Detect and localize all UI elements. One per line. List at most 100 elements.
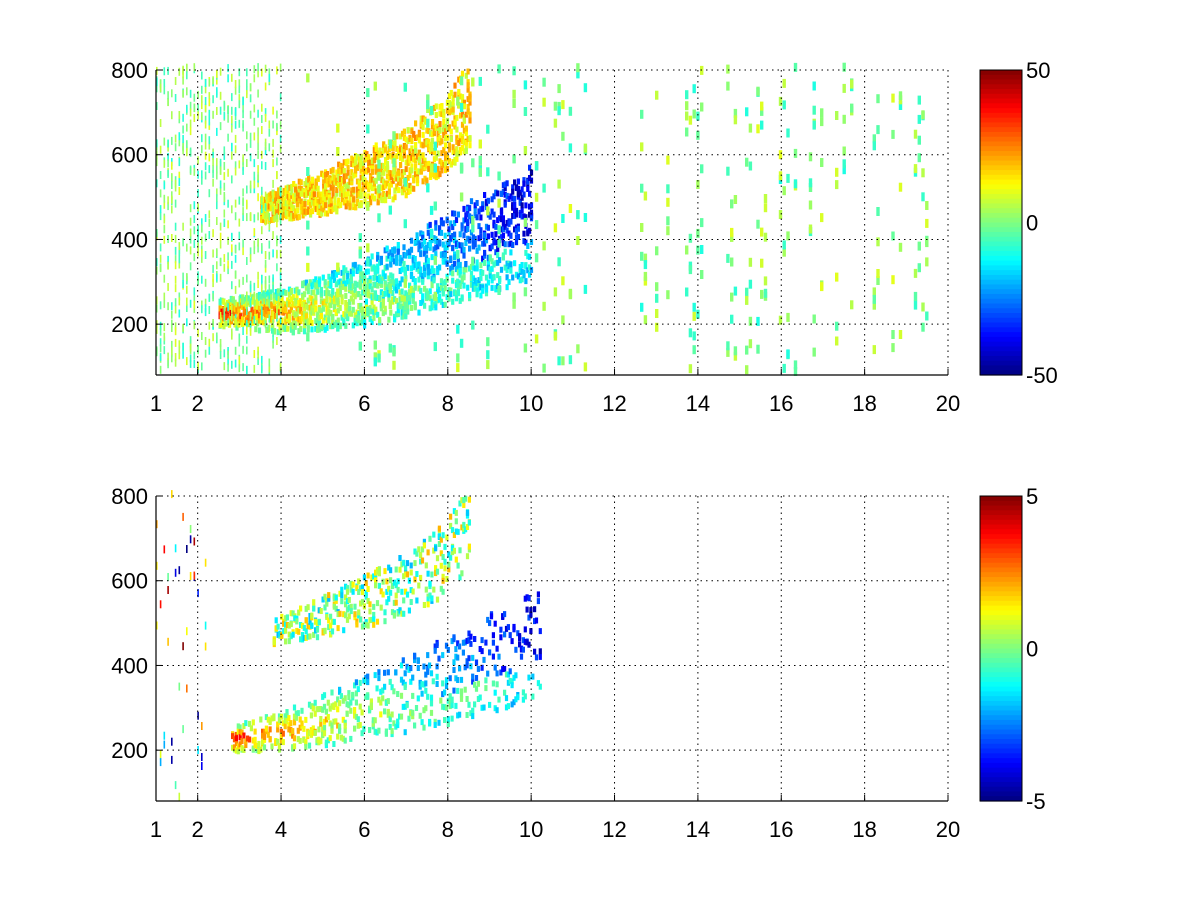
heatmap-cell [234,167,237,176]
heatmap-cell [197,271,199,280]
heatmap-cell [227,168,229,177]
heatmap-cell [425,127,429,134]
heatmap-cell [415,262,419,268]
heatmap-cell [426,269,430,276]
heatmap-cell [388,139,392,149]
heatmap-cell [344,583,348,590]
heatmap-cell [163,225,166,234]
heatmap-cell [368,707,372,714]
heatmap-cell [354,167,358,174]
heatmap-cell [525,639,529,646]
heatmap-cell [171,234,173,242]
heatmap-cell [402,313,406,320]
heatmap-cell [219,273,222,282]
heatmap-cell [201,362,203,371]
heatmap-cell [640,142,644,152]
heatmap-cell [438,103,442,110]
heatmap-cell [223,313,226,322]
heatmap-cell [457,150,461,157]
heatmap-cell [345,616,350,623]
heatmap-cell [484,639,488,646]
heatmap-cell [561,276,565,286]
heatmap-cell [475,259,479,266]
heatmap-cell [156,84,158,93]
heatmap-cell [692,345,696,355]
heatmap-cell [457,76,461,83]
heatmap-cell [409,562,413,569]
heatmap-cell [424,586,428,593]
heatmap-cell [448,675,452,682]
heatmap-cell [477,208,481,215]
heatmap-cell [341,716,345,723]
heatmap-cell [293,320,297,327]
heatmap-cell [349,281,353,288]
heatmap-cell [415,597,419,604]
heatmap-cell [462,521,466,528]
heatmap-cell [376,295,380,301]
heatmap-cell [295,298,299,305]
heatmap-cell [400,561,404,568]
heatmap-cell [373,717,377,724]
colorbar-swatch [980,577,1022,583]
heatmap-cell [696,228,700,238]
heatmap-cell [261,310,265,316]
heatmap-cell [459,695,464,702]
heatmap-cell [268,299,271,308]
heatmap-cell [700,164,704,174]
heatmap-cell [344,322,348,329]
heatmap-cell [516,694,520,701]
heatmap-cell [430,304,434,311]
heatmap-cell [391,177,395,184]
heatmap-cell [300,636,305,643]
heatmap-cell [319,290,323,297]
heatmap-cell [479,292,483,299]
heatmap-cell [408,282,412,289]
heatmap-cell [240,745,244,752]
heatmap-cell [449,101,453,108]
heatmap-cell [290,215,294,222]
heatmap-cell [276,219,278,228]
heatmap-cell [352,196,356,203]
heatmap-cell [231,281,233,290]
heatmap-cell [319,286,323,293]
heatmap-cell [425,162,429,169]
heatmap-cell [820,282,824,292]
heatmap-cell [309,195,313,202]
heatmap-cell [322,725,327,731]
heatmap-cell [340,196,345,203]
colorbar-swatch [980,317,1022,324]
heatmap-cell [317,320,322,327]
heatmap-cell [334,701,338,708]
heatmap-cell [235,318,239,325]
heatmap-cell [457,89,461,95]
heatmap-cell [321,629,325,636]
heatmap-cell [369,199,373,206]
heatmap-cell [216,107,218,115]
heatmap-cell [447,125,451,132]
heatmap-cell [295,190,300,197]
heatmap-cell [186,684,188,693]
heatmap-cell [456,211,460,218]
heatmap-cell [261,297,265,304]
heatmap-cell [374,569,378,576]
heatmap-cell [453,289,457,296]
heatmap-cell [283,717,287,724]
heatmap-cell [212,151,214,160]
heatmap-cell [332,603,336,610]
heatmap-cell [219,257,222,266]
heatmap-cell [253,228,256,237]
heatmap-cell [237,306,241,313]
heatmap-cell [234,134,237,143]
heatmap-cell [208,109,211,118]
colorbar-swatch [980,184,1022,190]
heatmap-cell [447,566,451,573]
heatmap-cell [178,292,181,301]
heatmap-cell [449,220,453,227]
heatmap-cell [167,139,169,148]
heatmap-cell [497,64,501,74]
heatmap-cell [383,264,387,271]
heatmap-cell [379,281,383,288]
heatmap-cell [501,614,505,620]
heatmap-cell [468,99,472,106]
heatmap-cell [231,305,235,312]
